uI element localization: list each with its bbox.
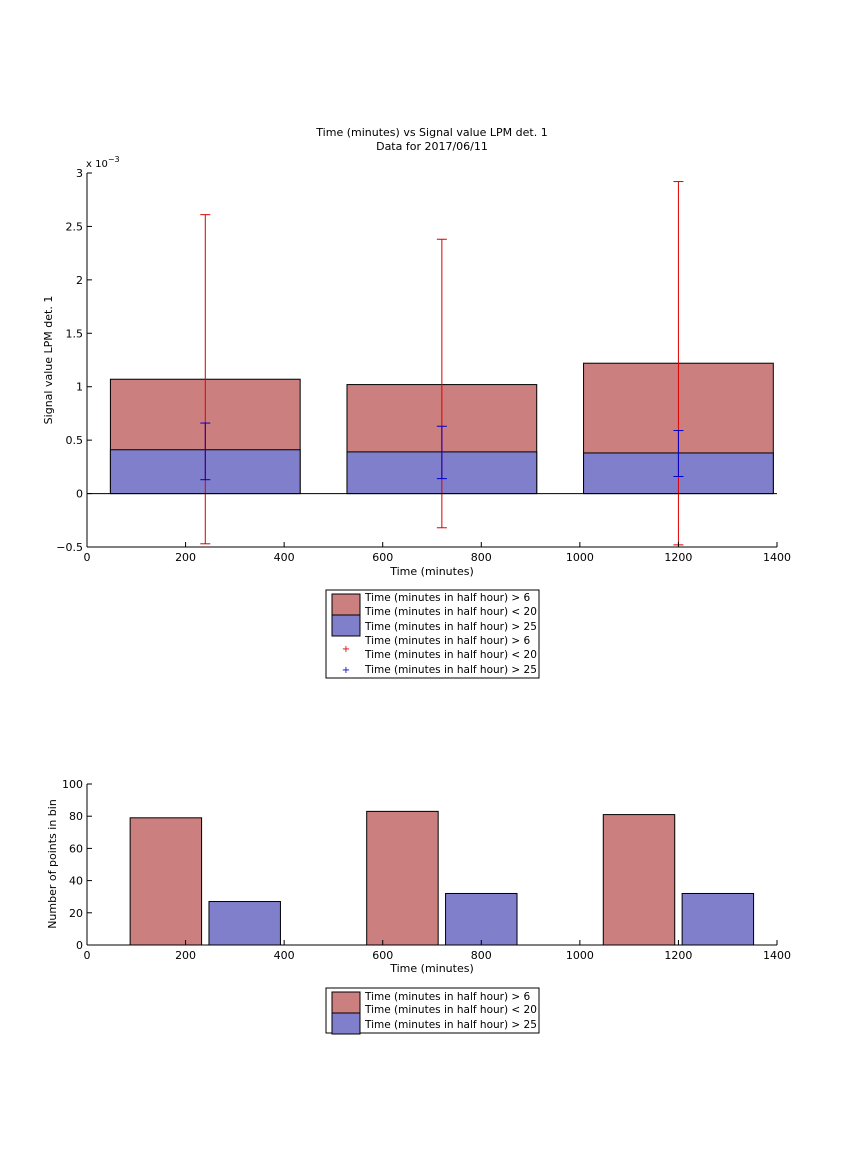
x-tick-label: 200 (175, 551, 196, 564)
y-exponent-label: x 10−3 (86, 155, 120, 170)
y-tick-label: 20 (69, 907, 83, 920)
x-tick-label: 800 (471, 949, 492, 962)
x-tick-label: 1000 (566, 551, 594, 564)
legend-swatch-blue (331, 614, 361, 637)
bar (681, 892, 755, 946)
x-tick-label: 0 (84, 551, 91, 564)
y-axis-label: Signal value LPM det. 1 (42, 296, 55, 425)
legend: Time (minutes in half hour) > 6 Time (mi… (325, 589, 540, 679)
legend-entry: Time (minutes in half hour) > 6 (364, 991, 531, 1003)
axes: 0 200 400 600 800 1000 1200 1400 0 20 40 60 80 100 (62, 778, 791, 962)
x-tick-label: 600 (372, 551, 393, 564)
legend-marker-blue: + (342, 665, 350, 676)
chart-title: Time (minutes) vs Signal value LPM det. … (315, 126, 547, 139)
x-tick-label: 1000 (566, 949, 594, 962)
legend-entry: Time (minutes in half hour) < 20 (364, 1004, 537, 1016)
y-tick-label: 0 (76, 939, 83, 952)
error-bars (200, 181, 684, 546)
y-tick-label: 0 (76, 488, 83, 501)
y-tick-label: 40 (69, 875, 83, 888)
chart-subtitle: Data for 2017/06/11 (376, 140, 488, 153)
bar (602, 814, 676, 946)
y-tick-label: 60 (69, 842, 83, 855)
x-tick-label: 400 (274, 551, 295, 564)
x-tick-label: 400 (274, 949, 295, 962)
legend-entry: Time (minutes in half hour) > 25 (364, 1019, 537, 1031)
legend-swatch-red (331, 593, 361, 616)
x-tick-label: 1200 (664, 949, 692, 962)
y-tick-label: 1.5 (66, 327, 84, 340)
x-tick-label: 0 (84, 949, 91, 962)
legend-entry: Time (minutes in half hour) > 25 (364, 621, 537, 633)
x-tick-label: 600 (372, 949, 393, 962)
bar (445, 892, 518, 946)
x-axis-label: Time (minutes) (389, 565, 474, 578)
legend-swatch-blue (331, 1012, 361, 1035)
bar (129, 817, 203, 946)
y-tick-label: 3 (76, 167, 83, 180)
legend-entry: Time (minutes in half hour) > 6 (364, 635, 531, 647)
legend-marker-red: + (342, 644, 350, 655)
y-tick-label: 100 (62, 778, 83, 791)
x-tick-label: 1400 (763, 949, 791, 962)
x-axis-label: Time (minutes) (389, 962, 474, 975)
legend-swatch-red (331, 991, 361, 1014)
bar (208, 901, 281, 946)
legend-entry: Time (minutes in half hour) < 20 (364, 606, 537, 618)
y-axis-label: Number of points in bin (46, 799, 59, 929)
x-tick-label: 1400 (763, 551, 791, 564)
x-tick-label: 200 (175, 949, 196, 962)
y-tick-label: 0.5 (66, 434, 84, 447)
x-tick-label: 800 (471, 551, 492, 564)
axes: 0 200 400 600 800 1000 1200 1400−0.500.511.522.… (56, 167, 791, 564)
y-tick-label: 2 (76, 274, 83, 287)
legend: Time (minutes in half hour) > 6 Time (mi… (325, 987, 540, 1035)
x-tick-label: 1200 (664, 551, 692, 564)
bar (366, 810, 439, 946)
y-tick-label: 80 (69, 810, 83, 823)
bars (129, 810, 755, 946)
y-tick-label: 2.5 (66, 220, 84, 233)
count-chart: 0 200 400 600 800 1000 1200 1400 0 20 40 60 80 100 Ti… (46, 778, 791, 1035)
signal-chart: Time (minutes) vs Signal value LPM det. … (42, 126, 791, 679)
legend-entry: Time (minutes in half hour) > 6 (364, 592, 531, 604)
legend-entry: Time (minutes in half hour) > 25 (364, 664, 537, 676)
y-tick-label: 1 (76, 381, 83, 394)
legend-entry: Time (minutes in half hour) < 20 (364, 649, 537, 661)
y-tick-label: −0.5 (56, 541, 83, 554)
